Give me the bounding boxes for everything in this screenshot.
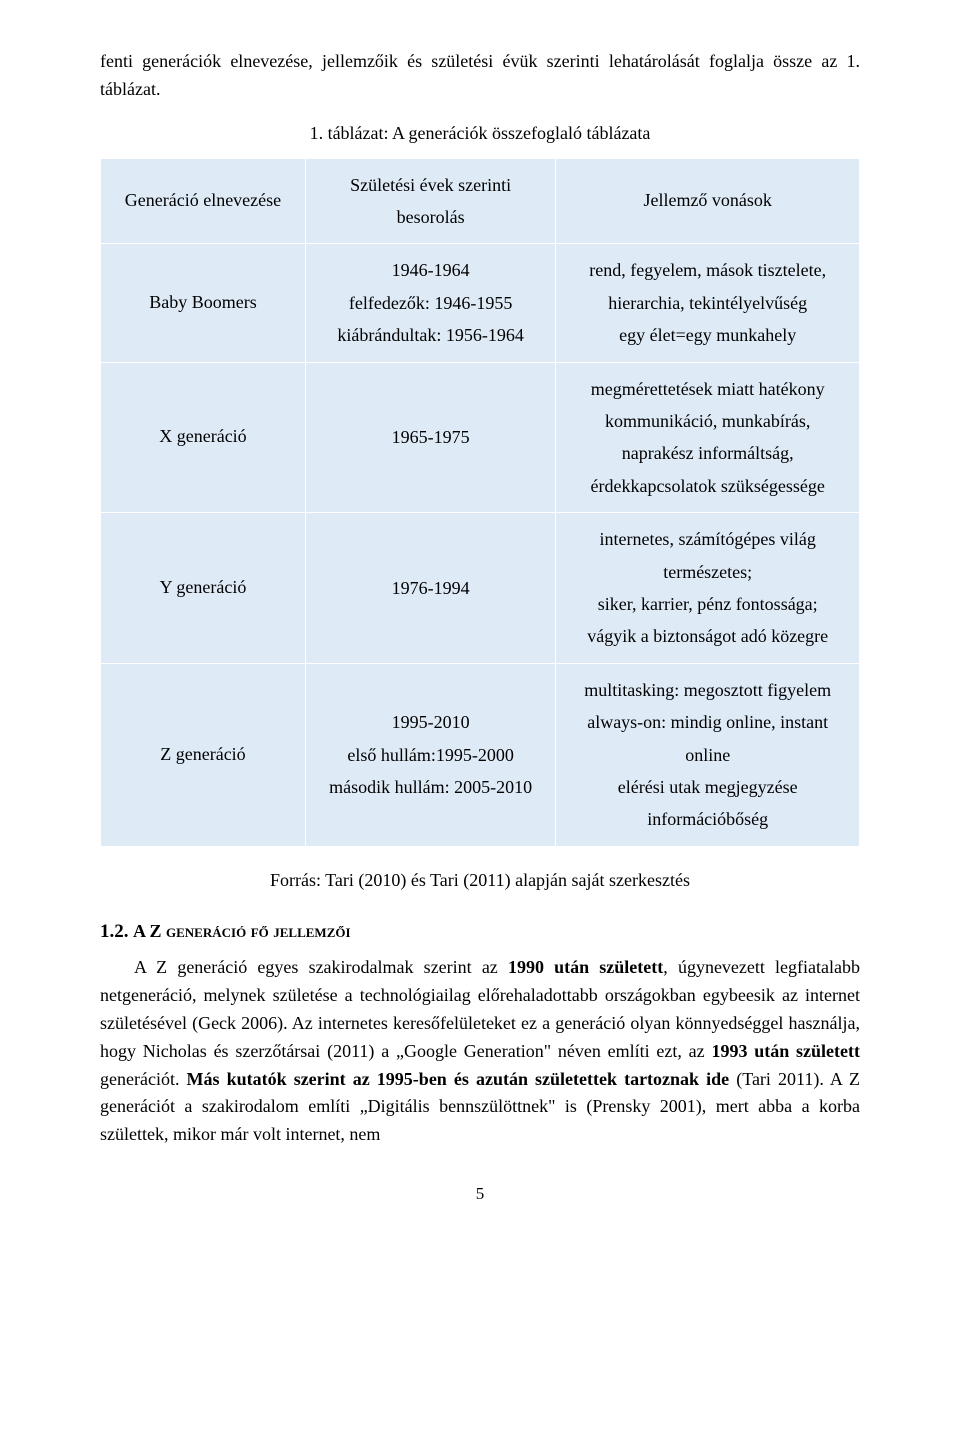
- gen-traits-cell: megmérettetések miatt hatékonykommunikác…: [556, 362, 860, 513]
- source-line: Forrás: Tari (2010) és Tari (2011) alapj…: [100, 867, 860, 895]
- gen-years-cell: 1995-2010első hullám:1995-2000második hu…: [305, 663, 555, 846]
- generations-table: Generáció elnevezése Születési évek szer…: [100, 158, 860, 847]
- gen-name-cell: Y generáció: [101, 513, 306, 664]
- gen-years-cell: 1976-1994: [305, 513, 555, 664]
- body-text: A Z generáció egyes szakirodalmak szerin…: [134, 957, 508, 977]
- gen-traits-cell: multitasking: megosztott figyelemalways-…: [556, 663, 860, 846]
- gen-years-cell: 1946-1964felfedezők: 1946-1955kiábrándul…: [305, 244, 555, 362]
- body-bold: 1993 után született: [711, 1041, 860, 1061]
- section-heading: 1.2. A Z generáció fő jellemzői: [100, 917, 860, 946]
- heading-number: 1.2.: [100, 921, 129, 942]
- table-header-row: Generáció elnevezése Születési évek szer…: [101, 158, 860, 244]
- heading-title: A Z generáció fő jellemzői: [133, 921, 351, 941]
- body-paragraph: A Z generáció egyes szakirodalmak szerin…: [100, 954, 860, 1149]
- body-bold: Más kutatók szerint az 1995-ben és azutá…: [187, 1069, 730, 1089]
- table-header: Születési évek szerintibesorolás: [305, 158, 555, 244]
- gen-name-cell: X generáció: [101, 362, 306, 513]
- gen-traits-cell: rend, fegyelem, mások tisztelete,hierarc…: [556, 244, 860, 362]
- table-row: Y generáció 1976-1994 internetes, számít…: [101, 513, 860, 664]
- page-number: 5: [100, 1181, 860, 1207]
- table-caption: 1. táblázat: A generációk összefoglaló t…: [100, 120, 860, 148]
- body-text: generációt.: [100, 1069, 187, 1089]
- table-header: Jellemző vonások: [556, 158, 860, 244]
- gen-traits-cell: internetes, számítógépes világtermészete…: [556, 513, 860, 664]
- gen-name-cell: Baby Boomers: [101, 244, 306, 362]
- table-header: Generáció elnevezése: [101, 158, 306, 244]
- table-row: Z generáció 1995-2010első hullám:1995-20…: [101, 663, 860, 846]
- table-row: X generáció 1965-1975 megmérettetések mi…: [101, 362, 860, 513]
- table-row: Baby Boomers 1946-1964felfedezők: 1946-1…: [101, 244, 860, 362]
- gen-years-cell: 1965-1975: [305, 362, 555, 513]
- body-bold: 1990 után született: [508, 957, 663, 977]
- top-paragraph: fenti generációk elnevezése, jellemzőik …: [100, 48, 860, 104]
- gen-name-cell: Z generáció: [101, 663, 306, 846]
